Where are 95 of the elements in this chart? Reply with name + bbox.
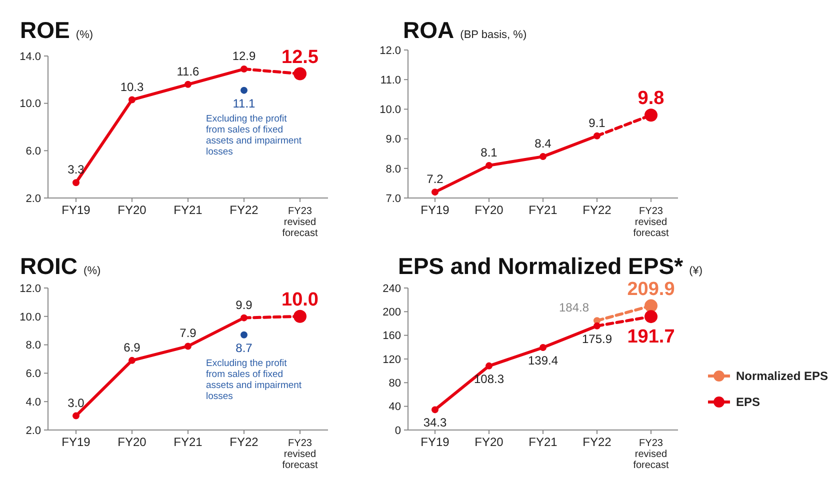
y-tick-label: 2.0	[26, 424, 41, 437]
data-label: 209.9	[627, 278, 675, 300]
y-tick-label: 2.0	[26, 192, 41, 205]
data-label: 175.9	[582, 332, 612, 346]
point	[240, 66, 248, 73]
data-label: 12.9	[232, 49, 256, 64]
data-label: 184.8	[558, 300, 590, 315]
data-label: 108.3	[474, 372, 504, 386]
y-tick-label: 160	[382, 330, 401, 342]
data-label: 8.1	[480, 145, 498, 160]
point	[294, 67, 306, 80]
data-label: 10.3	[120, 80, 144, 94]
x-tick-label: FY23 revised forecast	[282, 206, 318, 239]
y-tick-label: 10.0	[20, 98, 41, 110]
y-tick-label: 200	[382, 306, 401, 319]
point	[128, 96, 136, 104]
point	[644, 108, 658, 122]
point	[486, 362, 492, 370]
legend-label: Normalized EPS	[736, 369, 828, 384]
y-tick-label: 40	[388, 401, 401, 414]
x-tick-label: FY22	[230, 435, 259, 449]
x-tick-label: FY19	[62, 435, 91, 449]
x-tick-label: FY21	[528, 435, 558, 449]
y-tick-label: 4.0	[26, 396, 41, 408]
y-tick-label: 240	[382, 282, 401, 295]
data-label: 12.5	[282, 46, 319, 68]
point	[72, 179, 80, 186]
x-tick-label: FY21	[174, 203, 203, 217]
point	[72, 412, 80, 420]
point	[240, 331, 248, 338]
point	[594, 132, 600, 140]
y-tick-label: 12.0	[380, 44, 401, 57]
y-tick-label: 7.0	[386, 192, 401, 205]
y-tick-label: 120	[382, 354, 401, 366]
x-tick-label: FY20	[118, 203, 147, 217]
x-tick-label: FY23 revised forecast	[282, 438, 318, 471]
chart-title: ROA (BP basis, %)	[403, 17, 527, 43]
point	[432, 406, 438, 414]
data-label: 7.2	[426, 172, 444, 186]
x-tick-label: FY19	[62, 203, 91, 217]
y-tick-label: 8.0	[386, 163, 401, 176]
data-label: 7.9	[180, 326, 197, 340]
data-label: 8.7	[236, 340, 253, 355]
y-tick-label: 0	[394, 424, 401, 437]
data-label: 10.0	[282, 289, 318, 310]
legend-label: EPS	[736, 395, 760, 410]
point	[240, 86, 248, 94]
y-tick-label: 80	[388, 378, 401, 390]
point	[294, 310, 306, 323]
x-tick-label: FY20	[474, 203, 504, 217]
x-tick-label: FY20	[118, 435, 147, 449]
y-tick-label: 14.0	[20, 50, 41, 63]
data-label: 11.1	[232, 96, 256, 110]
data-label: 9.1	[588, 116, 606, 130]
x-tick-label: FY22	[230, 203, 259, 217]
point	[540, 153, 546, 160]
chart-title: ROIC (%)	[20, 253, 101, 279]
x-tick-label: FY23 revised forecast	[633, 438, 670, 471]
data-label: 9.9	[236, 298, 253, 312]
data-label: 11.6	[176, 64, 200, 78]
x-tick-label: FY22	[582, 435, 612, 449]
point	[240, 314, 248, 322]
point	[486, 162, 492, 169]
data-label: 9.8	[638, 88, 664, 110]
point	[540, 344, 546, 352]
point	[184, 342, 192, 350]
data-label: 6.9	[124, 340, 141, 354]
x-tick-label: FY21	[174, 435, 203, 449]
data-label: 8.4	[534, 136, 552, 151]
x-tick-label: FY22	[582, 203, 612, 217]
point	[184, 80, 192, 88]
y-tick-label: 9.0	[386, 134, 401, 146]
point	[128, 356, 136, 364]
y-tick-label: 6.0	[26, 146, 41, 158]
point	[432, 188, 438, 196]
data-label: 139.4	[528, 354, 558, 368]
annotation: Excluding the profit from sales of fixed assets and impairment losses	[206, 113, 302, 158]
x-tick-label: FY23 revised forecast	[633, 206, 670, 239]
chart-title: EPS and Normalized EPS* (¥)	[398, 253, 703, 279]
y-tick-label: 6.0	[26, 368, 41, 380]
y-tick-label: 10.0	[380, 104, 401, 116]
data-label: 191.7	[627, 326, 675, 348]
x-tick-label: FY19	[420, 203, 450, 217]
chart-title: ROE (%)	[20, 17, 94, 43]
x-tick-label: FY21	[528, 203, 558, 217]
y-tick-label: 11.0	[380, 74, 401, 86]
y-tick-label: 10.0	[20, 311, 41, 324]
data-label: 3.3	[68, 162, 85, 177]
y-tick-label: 12.0	[20, 282, 41, 295]
annotation: Excluding the profit from sales of fixed assets and impairment losses	[206, 358, 302, 402]
y-tick-label: 8.0	[26, 340, 41, 352]
x-tick-label: FY19	[420, 435, 450, 449]
data-label: 34.3	[423, 416, 447, 430]
data-label: 3.0	[68, 396, 85, 410]
x-tick-label: FY20	[474, 435, 504, 449]
